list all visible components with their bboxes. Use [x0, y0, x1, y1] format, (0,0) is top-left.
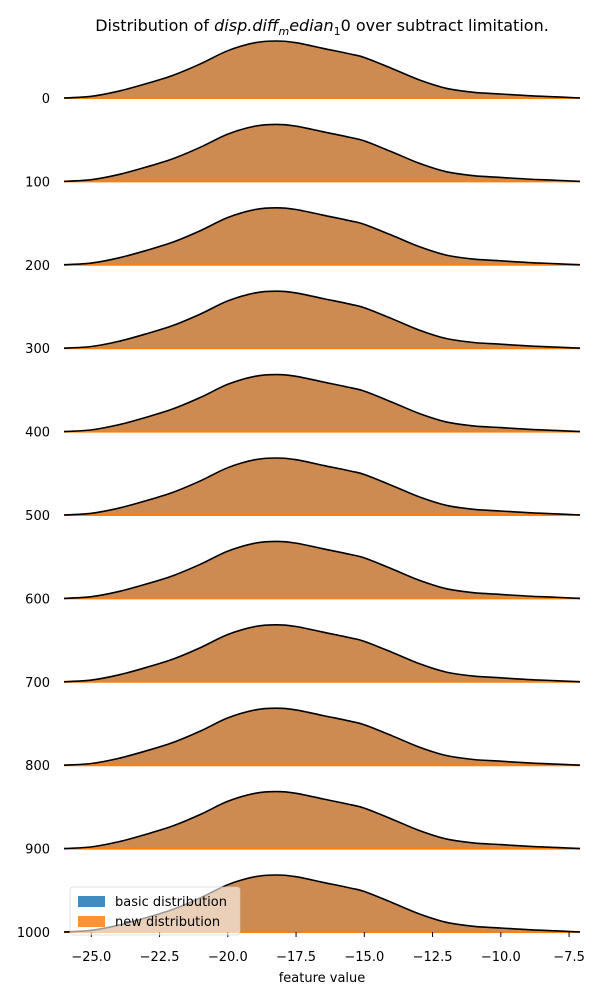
ridge-outline-500: [63, 457, 581, 516]
chart-title: Distribution of disp.diffmedian10 over s…: [95, 16, 549, 38]
ridge-300: [63, 290, 581, 350]
ridge-500: [63, 457, 581, 516]
ridge-fill-700: [64, 624, 580, 682]
y-tick-label-0: 0: [42, 92, 50, 107]
ridge-900: [63, 790, 581, 850]
ridge-outline-0: [63, 40, 581, 99]
x-tick-label-7: −7.5: [553, 950, 585, 965]
x-axis: −25.0 −22.5 −20.0 −17.5 −15.0 −12.5 −10.0 −7.5: [71, 932, 585, 965]
title-math-sub2: 1: [334, 25, 341, 38]
ridge-400: [63, 373, 581, 433]
ridge-outline-100: [63, 123, 581, 183]
title-math-sub1: m: [278, 25, 289, 38]
ridge-0: [63, 40, 581, 99]
y-axis: 0 100 200 300 400 500 600 700 800 900 1000: [17, 92, 50, 941]
ridges-layer: [63, 40, 581, 933]
ridge-fill-100: [64, 124, 580, 182]
y-tick-label-700: 700: [25, 676, 50, 691]
ridge-outline-800: [63, 707, 581, 766]
ridge-outline-200: [63, 206, 581, 266]
title-suffix: 0 over subtract limitation.: [341, 16, 549, 35]
ridge-600: [63, 540, 581, 600]
y-tick-label-800: 800: [25, 759, 50, 774]
ridge-fill-400: [64, 374, 580, 432]
ridge-outline-300: [63, 290, 581, 349]
title-prefix: Distribution of: [95, 16, 214, 35]
legend-box: [69, 886, 241, 936]
ridge-fill-0: [64, 41, 580, 98]
legend: basic distribution new distribution: [69, 886, 241, 936]
y-tick-label-200: 200: [25, 259, 50, 274]
y-tick-label-400: 400: [25, 426, 50, 441]
x-tick-label-2: −20.0: [208, 950, 248, 965]
ridge-100: [63, 123, 581, 183]
ridge-200: [63, 206, 581, 266]
x-axis-label: feature value: [279, 971, 366, 986]
ridge-fill-600: [64, 541, 580, 599]
title-math-base: disp.diff: [214, 16, 281, 35]
y-tick-label-600: 600: [25, 592, 50, 607]
y-tick-label-1000: 1000: [17, 926, 50, 941]
x-tick-label-6: −10.0: [481, 950, 521, 965]
ridge-outline-400: [63, 373, 581, 433]
ridge-700: [63, 623, 581, 683]
title-math-mid: edian: [289, 16, 333, 35]
y-tick-label-500: 500: [25, 509, 50, 524]
legend-swatch-new: [78, 916, 105, 927]
ridge-outline-900: [63, 790, 581, 850]
ridge-fill-200: [64, 207, 580, 265]
y-tick-label-300: 300: [25, 342, 50, 357]
ridge-800: [63, 707, 581, 767]
y-tick-label-900: 900: [25, 843, 50, 858]
ridge-fill-500: [64, 458, 580, 515]
x-tick-label-5: −12.5: [413, 950, 453, 965]
legend-label-basic: basic distribution: [115, 895, 227, 910]
x-tick-label-4: −15.0: [344, 950, 384, 965]
ridge-fill-900: [64, 791, 580, 849]
legend-swatch-basic: [78, 896, 105, 907]
x-tick-label-3: −17.5: [276, 950, 316, 965]
legend-label-new: new distribution: [115, 915, 220, 930]
x-tick-label-1: −22.5: [140, 950, 180, 965]
ridge-outline-600: [63, 540, 581, 600]
x-tick-label-0: −25.0: [71, 950, 111, 965]
ridge-fill-300: [64, 291, 580, 349]
ridge-fill-800: [64, 708, 580, 766]
ridge-outline-700: [63, 623, 581, 683]
y-tick-label-100: 100: [25, 175, 50, 190]
